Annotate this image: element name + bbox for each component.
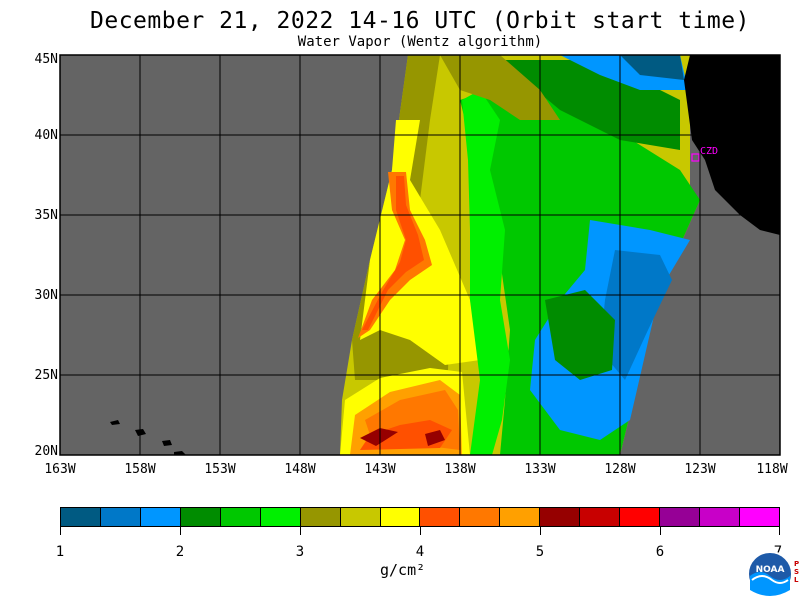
colorbar-tick xyxy=(60,527,61,535)
map-subtitle: Water Vapor (Wentz algorithm) xyxy=(297,34,543,50)
colorbar-swatch xyxy=(260,508,301,526)
psl-text: PSL xyxy=(794,560,800,584)
colorbar-tick xyxy=(180,527,181,535)
island-hawaii xyxy=(174,451,186,455)
lat-label-30n: 30N xyxy=(34,288,58,303)
lat-lon-grid xyxy=(60,55,780,455)
colorbar-swatch xyxy=(580,508,621,526)
lon-label-118w: 118W xyxy=(756,462,788,477)
colorbar-swatch xyxy=(500,508,541,526)
colorbar-swatch xyxy=(300,508,341,526)
land-north-america xyxy=(684,55,780,235)
colorbar-swatch xyxy=(61,508,101,526)
colorbar-label-2: 2 xyxy=(175,544,185,560)
colorbar-swatch xyxy=(220,508,261,526)
colorbar-swatch xyxy=(180,508,221,526)
colorbar-label-5: 5 xyxy=(535,544,545,560)
logo-text: NOAA xyxy=(756,565,785,575)
colorbar-swatch xyxy=(540,508,581,526)
lon-label-123w: 123W xyxy=(684,462,716,477)
island-kauai xyxy=(110,420,120,425)
lon-label-133w: 133W xyxy=(524,462,556,477)
island-maui xyxy=(162,440,172,446)
lat-label-40n: 40N xyxy=(34,128,58,143)
lat-label-45n: 45N xyxy=(34,52,58,67)
colorbar-label-3: 3 xyxy=(295,544,305,560)
swath-green-inner xyxy=(545,290,615,380)
colorbar-swatch xyxy=(660,508,700,526)
colorbar-swatch xyxy=(100,508,141,526)
lon-label-153w: 153W xyxy=(204,462,236,477)
lon-label-143w: 143W xyxy=(364,462,396,477)
colorbar-swatch xyxy=(460,508,501,526)
colorbar-label-1: 1 xyxy=(55,544,65,560)
noaa-logo: NOAA xyxy=(747,551,793,597)
colorbar-label-4: 4 xyxy=(415,544,425,560)
psl-mark: PSL xyxy=(794,560,800,584)
colorbar-units: g/cm² xyxy=(380,561,426,579)
colorbar-tick xyxy=(779,527,780,535)
colorbar-tick xyxy=(300,527,301,535)
swath-southern-blob-dark2 xyxy=(425,430,445,446)
colorbar-swatch xyxy=(420,508,461,526)
colorbar-swatch xyxy=(340,508,381,526)
colorbar-tick xyxy=(420,527,421,535)
swath-orange-streak xyxy=(358,172,432,338)
swath-darkblue-north xyxy=(620,55,684,80)
station-marker xyxy=(691,153,700,162)
colorbar-tick xyxy=(540,527,541,535)
colorbar-swatch xyxy=(700,508,740,526)
colorbar-label-6: 6 xyxy=(655,544,665,560)
colorbar-swatch xyxy=(739,508,779,526)
colorbar xyxy=(60,507,780,527)
lat-label-20n: 20N xyxy=(34,444,58,459)
lat-label-35n: 35N xyxy=(34,208,58,223)
map-title: December 21, 2022 14-16 UTC (Orbit start… xyxy=(90,8,750,34)
lon-label-128w: 128W xyxy=(604,462,636,477)
station-label: CZD xyxy=(700,146,719,157)
swath-midblue-east xyxy=(600,250,672,380)
colorbar-tick xyxy=(660,527,661,535)
swath-bright-green xyxy=(462,90,510,455)
lat-label-25n: 25N xyxy=(34,368,58,383)
map-frame xyxy=(59,54,781,456)
lon-label-138w: 138W xyxy=(444,462,476,477)
lon-label-163w: 163W xyxy=(44,462,76,477)
lon-label-158w: 158W xyxy=(124,462,156,477)
lon-label-148w: 148W xyxy=(284,462,316,477)
swath-southern-blob-dark xyxy=(360,428,398,446)
colorbar-swatch xyxy=(380,508,421,526)
colorbar-swatch xyxy=(620,508,661,526)
colorbar-swatch xyxy=(140,508,181,526)
swath-olive-north xyxy=(440,55,560,120)
colorbar-label-7: 7 xyxy=(773,544,783,560)
